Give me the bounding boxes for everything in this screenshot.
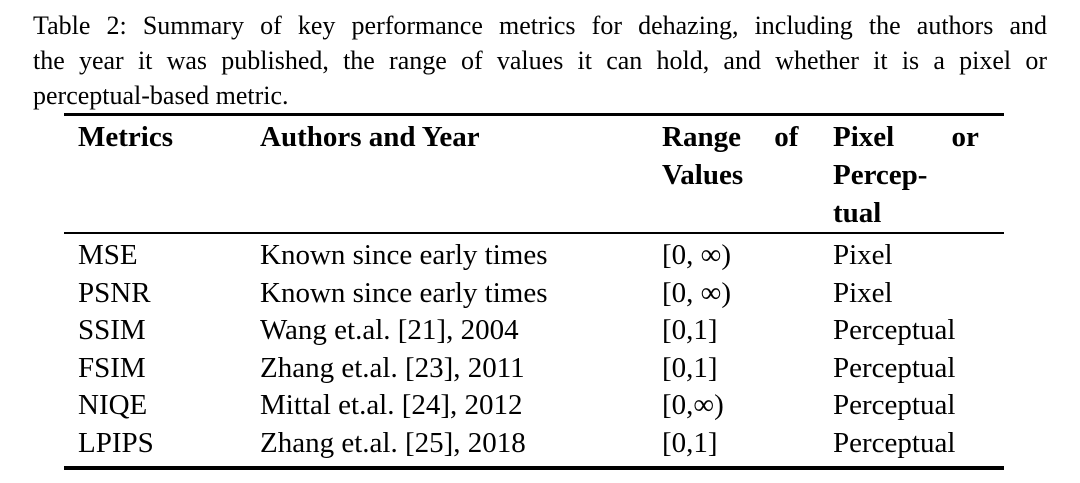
cell-type: Pixel — [833, 239, 893, 271]
cell-metric: MSE — [78, 239, 138, 271]
cell-type: Perceptual — [833, 351, 956, 384]
cell-authors-year: Zhang et.al. [23], 2011 — [260, 351, 525, 384]
cell-metric: LPIPS — [78, 426, 154, 459]
cell-metric: SSIM — [78, 314, 146, 347]
header-range-of-values: Range of Values — [662, 114, 833, 234]
caption-line-1: Table 2: Summary of key performance metr… — [33, 11, 1047, 40]
cell-metric: PSNR — [78, 276, 151, 309]
cell-authors-year: Wang et.al. [21], 2004 — [260, 314, 519, 347]
cell-range: [0,1] — [662, 351, 718, 384]
table-caption: Table 2: Summary of key performance metr… — [33, 8, 1047, 113]
cell-metric: FSIM — [78, 351, 146, 384]
cell-type: Perceptual — [833, 389, 956, 422]
table-row: NIQE Mittal et.al. [24], 2012 [0,∞) Perc… — [64, 387, 1004, 425]
table-row: PSNR Known since early times [0, ∞) Pixe… — [64, 275, 1004, 313]
cell-metric: NIQE — [78, 389, 148, 422]
table-row: SSIM Wang et.al. [21], 2004 [0,1] Percep… — [64, 312, 1004, 350]
header-pixel-or-perceptual: Pixel or Percep- tual — [833, 114, 1004, 234]
header-metrics: Metrics — [64, 114, 260, 234]
cell-range: [0, ∞) — [662, 276, 731, 309]
table-row: LPIPS Zhang et.al. [25], 2018 [0,1] Perc… — [64, 425, 1004, 468]
header-authors-and-year: Authors and Year — [260, 114, 662, 234]
cell-type: Perceptual — [833, 314, 956, 347]
table-header-row: Metrics Authors and Year Range of Values… — [64, 114, 1004, 234]
cell-range: [0,1] — [662, 314, 718, 347]
table-row: MSE Known since early times [0, ∞) Pixel — [64, 233, 1004, 275]
cell-authors-year: Zhang et.al. [25], 2018 — [260, 426, 526, 459]
cell-type: Pixel — [833, 276, 893, 309]
cell-authors-year: Mittal et.al. [24], 2012 — [260, 389, 523, 422]
cell-type: Perceptual — [833, 426, 956, 459]
caption-line-3: perceptual-based metric. — [33, 81, 289, 110]
cell-range: [0,1] — [662, 426, 718, 459]
cell-range: [0,∞) — [662, 389, 724, 422]
table-row: FSIM Zhang et.al. [23], 2011 [0,1] Perce… — [64, 350, 1004, 388]
cell-range: [0, ∞) — [662, 239, 731, 271]
paper-page: Table 2: Summary of key performance metr… — [0, 8, 1080, 483]
cell-authors-year: Known since early times — [260, 239, 548, 271]
metrics-table: Metrics Authors and Year Range of Values… — [64, 113, 1004, 470]
caption-line-2: the year it was published, the range of … — [33, 46, 1047, 75]
cell-authors-year: Known since early times — [260, 276, 548, 309]
